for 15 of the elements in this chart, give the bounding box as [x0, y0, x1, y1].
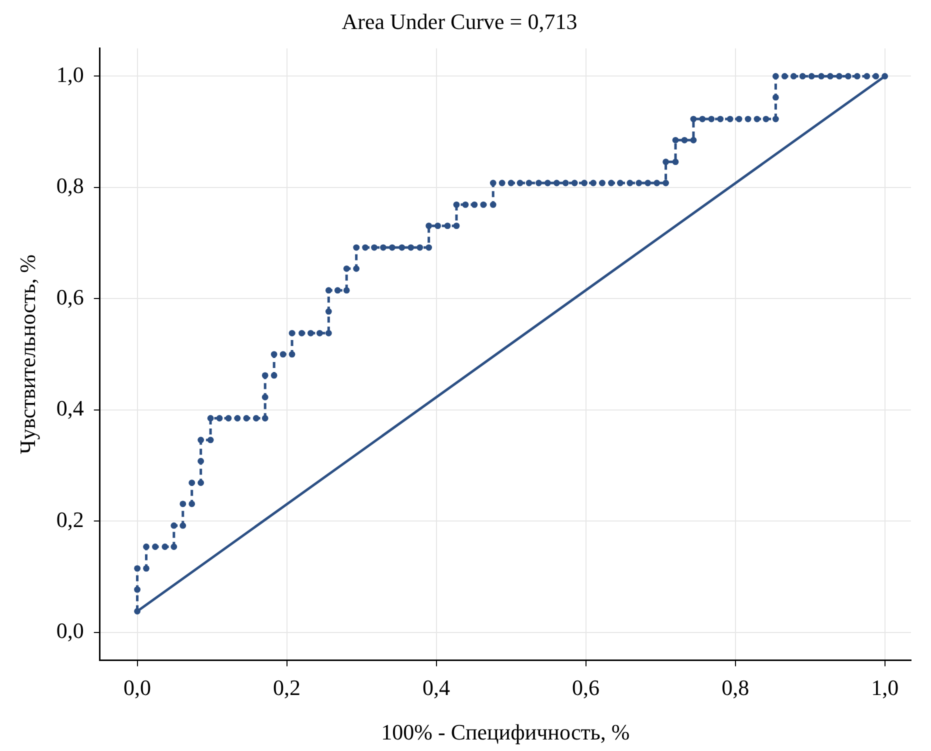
y-tick-label: 1,0 — [56, 62, 84, 87]
y-tick-label: 0,4 — [56, 396, 84, 421]
x-tick-label: 0,6 — [572, 675, 600, 700]
chart-title: Area Under Curve = 0,713 — [342, 8, 578, 34]
y-axis-title: Чувствительность, % — [14, 254, 40, 454]
x-tick-label: 0,4 — [422, 675, 450, 700]
x-axis-title: 100% - Специфичность, % — [381, 720, 630, 745]
x-tick-label: 0,0 — [124, 675, 152, 700]
y-tick-label: 0,2 — [56, 506, 84, 532]
x-tick-label: 0,2 — [273, 675, 301, 700]
y-tick-label: 0,0 — [56, 618, 84, 644]
x-tick-label: 0,8 — [722, 675, 750, 700]
y-tick-label: 0,6 — [56, 284, 84, 310]
x-tick-label: 1,0 — [871, 675, 899, 700]
y-tick-label: 0,8 — [56, 173, 84, 198]
